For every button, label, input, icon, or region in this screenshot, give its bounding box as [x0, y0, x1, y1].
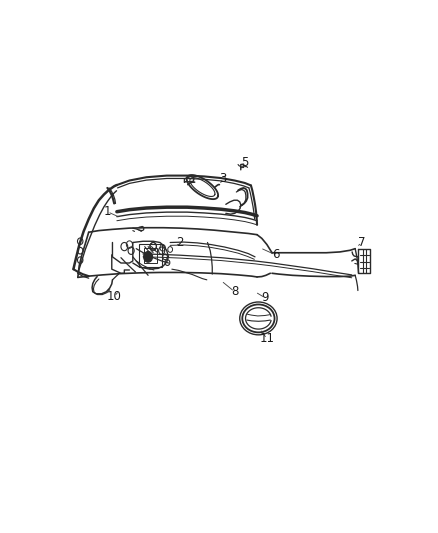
Text: 9: 9	[261, 292, 269, 304]
Text: 3: 3	[219, 172, 226, 185]
Bar	[144, 248, 157, 263]
Text: 8: 8	[231, 285, 238, 298]
Text: 10: 10	[107, 290, 122, 303]
Text: 7: 7	[358, 236, 366, 249]
Bar	[139, 244, 162, 266]
Text: 2: 2	[177, 236, 184, 249]
Circle shape	[144, 252, 152, 262]
Text: 5: 5	[241, 156, 248, 169]
Text: 6: 6	[272, 248, 279, 261]
Text: 11: 11	[259, 333, 274, 345]
Text: 1: 1	[104, 205, 111, 218]
